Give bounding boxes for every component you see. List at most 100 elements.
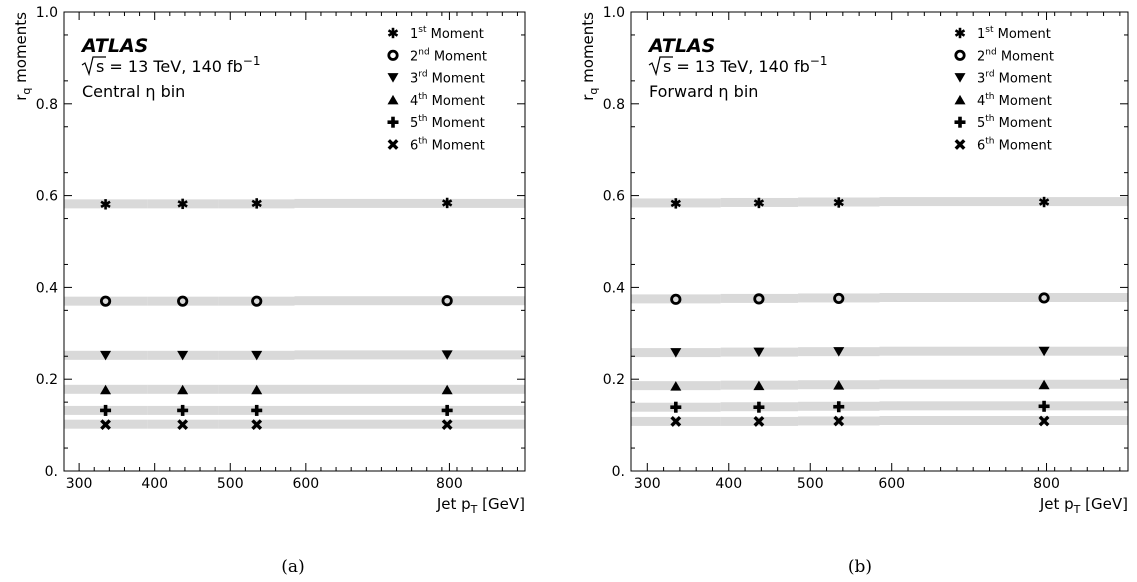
legend: 1st Moment 2nd Moment 3rd Moment 4th Moment… (954, 25, 1054, 154)
legend-label-6: 6th Moment (410, 137, 485, 154)
band-1-seg-4 (294, 198, 525, 208)
point-4-1 (100, 384, 112, 395)
point-5-2 (753, 401, 765, 413)
point-3-1 (100, 350, 112, 361)
legend: 1st Moment 2nd Moment 3rd Moment 4th Moment… (387, 25, 487, 154)
legend-marker-2 (387, 49, 399, 61)
y-tick-label: 0.2 (36, 372, 58, 388)
x-axis-label: Jet pT [GeV] (1039, 495, 1128, 516)
band-6-seg-4 (294, 419, 525, 429)
legend-marker-2 (954, 49, 966, 61)
data-points (670, 196, 1050, 427)
y-tick-label: 0.4 (603, 280, 625, 296)
x-tick-label: 800 (1033, 476, 1060, 492)
point-6-4 (441, 419, 453, 431)
legend-marker-4 (954, 94, 966, 105)
y-tick-label: 0.6 (36, 189, 58, 205)
point-3-3 (251, 350, 263, 361)
caption-a: (a) (281, 557, 305, 577)
point-4-4 (441, 384, 453, 395)
band-2-seg-4 (294, 296, 525, 306)
y-axis-label: rq moments (579, 12, 600, 101)
band-5-seg-4 (879, 401, 1128, 411)
point-2-1 (670, 293, 682, 305)
band-2-seg-3 (798, 293, 880, 303)
legend-marker-6 (387, 139, 399, 150)
point-3-3 (833, 347, 845, 357)
y-tick-label: 0. (45, 464, 58, 480)
band-2-seg-1 (631, 294, 721, 304)
legend-label-1: 1st Moment (977, 25, 1051, 42)
band-2-seg-2 (720, 293, 799, 303)
point-5-1 (100, 404, 112, 416)
band-1-seg-4 (879, 197, 1128, 207)
plot-frame (63, 11, 526, 472)
plot-frame (630, 11, 1129, 472)
y-tick-label: 0.8 (603, 97, 625, 113)
point-6-2 (753, 416, 765, 427)
x-tick-label: 600 (292, 476, 319, 492)
legend-marker-3 (387, 73, 399, 83)
point-5-4 (1038, 400, 1050, 412)
band-2-seg-1 (64, 296, 148, 306)
legend-label-5: 5th Moment (977, 114, 1052, 131)
point-6-3 (251, 419, 263, 431)
point-1-2 (177, 198, 188, 210)
point-5-3 (833, 401, 845, 413)
x-axis: 300 400 500 600 800 (66, 12, 518, 492)
point-5-1 (670, 401, 682, 413)
point-1-1 (670, 198, 681, 209)
point-4-3 (251, 384, 263, 395)
x-tick-label: 600 (878, 476, 905, 492)
legend-label-4: 4th Moment (977, 92, 1052, 109)
point-5-4 (441, 404, 453, 416)
legend-marker-5 (954, 116, 966, 128)
band-4-seg-4 (294, 384, 525, 394)
point-3-2 (753, 347, 765, 358)
point-3-4 (1038, 346, 1050, 357)
y-tick-label: 1.0 (603, 5, 625, 21)
legend-marker-1 (954, 27, 966, 39)
band-6-seg-4 (879, 416, 1128, 426)
point-4-1 (670, 381, 682, 391)
y-tick-label: 0.6 (603, 189, 625, 205)
x-tick-label: 800 (436, 476, 463, 492)
y-axis: 0. 0.2 0.4 0.6 0.8 1.0 (603, 5, 1128, 480)
point-1-4 (1038, 196, 1050, 208)
legend-marker-3 (954, 73, 966, 83)
point-6-1 (670, 416, 682, 427)
point-4-4 (1038, 379, 1050, 390)
point-1-3 (833, 197, 844, 208)
legend-label-6: 6th Moment (977, 137, 1052, 154)
point-6-4 (1038, 415, 1050, 427)
point-3-1 (670, 348, 682, 358)
y-tick-label: 1.0 (36, 5, 58, 21)
point-2-4 (1038, 292, 1050, 304)
x-tick-label: 500 (797, 476, 824, 492)
chart-panel-b: 0. 0.2 0.4 0.6 0.8 1.0 300 400 500 600 800 Jet pT [… (579, 5, 1129, 516)
legend-label-4: 4th Moment (410, 92, 485, 109)
point-6-3 (833, 415, 845, 427)
region-label: Central η bin (82, 82, 185, 101)
point-2-2 (177, 295, 189, 307)
legend-label-3: 3rd Moment (410, 70, 485, 87)
band-3-seg-4 (879, 346, 1128, 356)
x-tick-label: 400 (141, 476, 168, 492)
x-tick-label: 300 (634, 476, 661, 492)
point-1-1 (100, 199, 111, 210)
point-2-3 (251, 295, 263, 307)
chart-panel-a: 0. 0.2 0.4 0.6 0.8 1.0 300 400 500 600 800 Jet pT [… (12, 5, 526, 516)
point-4-2 (177, 384, 189, 395)
legend-marker-1 (387, 27, 399, 39)
experiment-label: ATLAS (647, 35, 715, 57)
band-2-seg-4 (879, 292, 1128, 302)
region-label: Forward η bin (649, 82, 758, 101)
legend-label-3: 3rd Moment (977, 70, 1052, 87)
point-6-1 (100, 419, 111, 431)
band-5-seg-4 (294, 405, 525, 415)
energy-label: s = 13 TeV, 140 fb−1 (96, 54, 261, 76)
legend-marker-6 (954, 139, 966, 150)
legend-marker-4 (387, 94, 399, 105)
band-4-seg-4 (879, 379, 1128, 389)
point-2-2 (753, 293, 765, 305)
